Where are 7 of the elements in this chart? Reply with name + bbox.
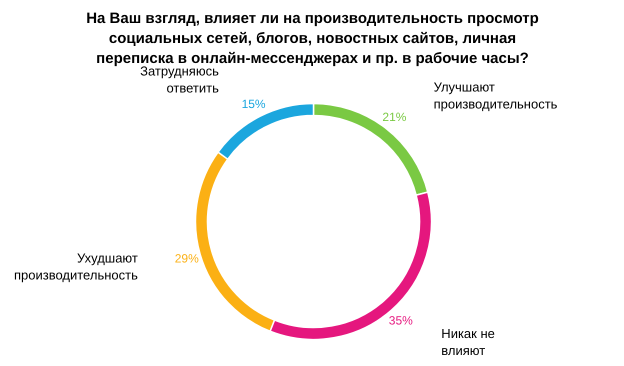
data-label: 15% xyxy=(242,96,266,111)
slice-label: Ухудшают производительность xyxy=(14,250,138,283)
data-label: 21% xyxy=(382,110,407,124)
slice-label: Улучшают производительность xyxy=(434,80,558,112)
data-label: 35% xyxy=(388,314,414,328)
data-label: 29% xyxy=(174,251,200,266)
slice-label: Никак не влияют xyxy=(441,326,495,358)
